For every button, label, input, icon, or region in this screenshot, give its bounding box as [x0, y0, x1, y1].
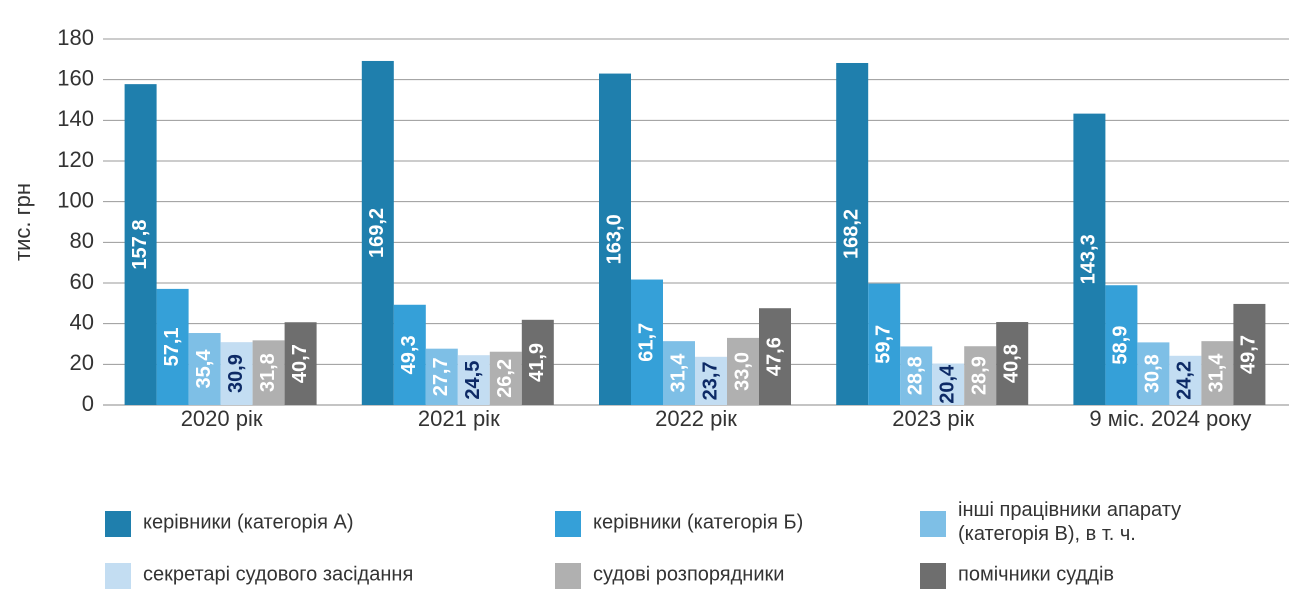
- bar: [868, 283, 901, 405]
- bar: [425, 348, 458, 405]
- bar: [521, 319, 554, 405]
- legend-swatch: [105, 563, 131, 589]
- value-label: 40,8: [1000, 344, 1022, 383]
- bar: [631, 279, 663, 405]
- y-tick-label: 180: [57, 25, 94, 50]
- y-tick-label: 140: [57, 106, 94, 131]
- bar: [759, 308, 791, 405]
- value-label: 49,7: [1238, 335, 1260, 374]
- value-label: 31,4: [667, 353, 689, 393]
- bar: [836, 62, 869, 405]
- bar: [361, 60, 394, 406]
- value-label: 61,7: [635, 323, 657, 362]
- y-tick-label: 80: [70, 228, 94, 253]
- value-label: 157,8: [129, 220, 151, 270]
- y-axis-label: тис. грн: [10, 183, 35, 261]
- bar: [695, 356, 727, 405]
- value-label: 26,2: [494, 359, 516, 398]
- bar: [489, 351, 522, 405]
- value-label: 30,8: [1142, 354, 1164, 393]
- value-label: 28,8: [904, 356, 926, 395]
- x-tick-label: 2023 рік: [892, 406, 974, 431]
- value-label: 169,2: [366, 208, 388, 258]
- bar: [964, 346, 997, 405]
- value-label: 28,9: [968, 356, 990, 395]
- value-label: 23,7: [699, 361, 721, 400]
- y-tick-label: 160: [57, 65, 94, 90]
- x-tick-label: 9 міс. 2024 року: [1089, 406, 1251, 431]
- bar: [1201, 341, 1234, 405]
- legend-label: помічники суддів: [958, 563, 1114, 585]
- y-tick-label: 20: [70, 350, 94, 375]
- bar: [663, 341, 695, 405]
- value-label: 41,9: [526, 343, 548, 382]
- bar: [252, 340, 285, 405]
- bar: [156, 288, 189, 405]
- legend-label: інші працівники апарату (категорія В), в …: [958, 499, 1181, 545]
- x-tick-label: 2021 рік: [418, 406, 500, 431]
- x-tick-label: 2020 рік: [181, 406, 263, 431]
- value-label: 57,1: [161, 327, 183, 366]
- legend-label: секретарі судового засідання: [143, 563, 413, 585]
- legend-label: керівники (категорія Б): [593, 511, 803, 533]
- value-label: 24,2: [1174, 361, 1196, 400]
- bar: [996, 322, 1029, 405]
- value-label: 33,0: [731, 352, 753, 391]
- legend-label: судові розпорядники: [593, 563, 784, 585]
- value-label: 31,4: [1206, 353, 1228, 393]
- value-label: 143,3: [1078, 234, 1100, 284]
- legend-swatch: [555, 563, 581, 589]
- value-label: 27,7: [430, 357, 452, 396]
- value-label: 40,7: [289, 344, 311, 383]
- value-label: 47,6: [763, 337, 785, 376]
- bar: [900, 346, 933, 405]
- legend-swatch: [105, 511, 131, 537]
- x-tick-label: 2022 рік: [655, 406, 737, 431]
- y-tick-label: 40: [70, 309, 94, 334]
- bar: [220, 342, 253, 405]
- y-tick-label: 120: [57, 147, 94, 172]
- value-label: 49,3: [398, 335, 420, 374]
- bar: [1137, 342, 1170, 405]
- bar: [599, 73, 631, 406]
- value-label: 24,5: [462, 361, 484, 400]
- bar: [1073, 113, 1106, 405]
- value-label: 31,8: [257, 353, 279, 392]
- value-label: 59,7: [872, 325, 894, 364]
- value-label: 30,9: [225, 354, 247, 393]
- legend-swatch: [920, 511, 946, 537]
- bar: [727, 337, 759, 405]
- value-label: 168,2: [840, 209, 862, 259]
- bar: [124, 84, 157, 405]
- y-tick-label: 100: [57, 187, 94, 212]
- legend-line: (категорія В), в т. ч.: [958, 523, 1136, 545]
- legend-swatch: [920, 563, 946, 589]
- legend-label: керівники (категорія А): [143, 511, 354, 533]
- value-label: 20,4: [936, 364, 958, 404]
- value-label: 163,0: [603, 214, 625, 264]
- value-label: 35,4: [193, 349, 215, 389]
- bar: [1233, 303, 1266, 405]
- bar: [188, 333, 221, 405]
- y-tick-label: 60: [70, 269, 94, 294]
- y-tick-label: 0: [82, 391, 94, 416]
- bar: [932, 363, 965, 405]
- bar: [1105, 285, 1138, 405]
- bar: [393, 304, 426, 405]
- value-label: 58,9: [1110, 326, 1132, 365]
- legend-swatch: [555, 511, 581, 537]
- bar: [457, 355, 490, 405]
- legend-line: інші працівники апарату: [958, 499, 1181, 521]
- bar: [1169, 355, 1202, 405]
- bar: [284, 322, 317, 405]
